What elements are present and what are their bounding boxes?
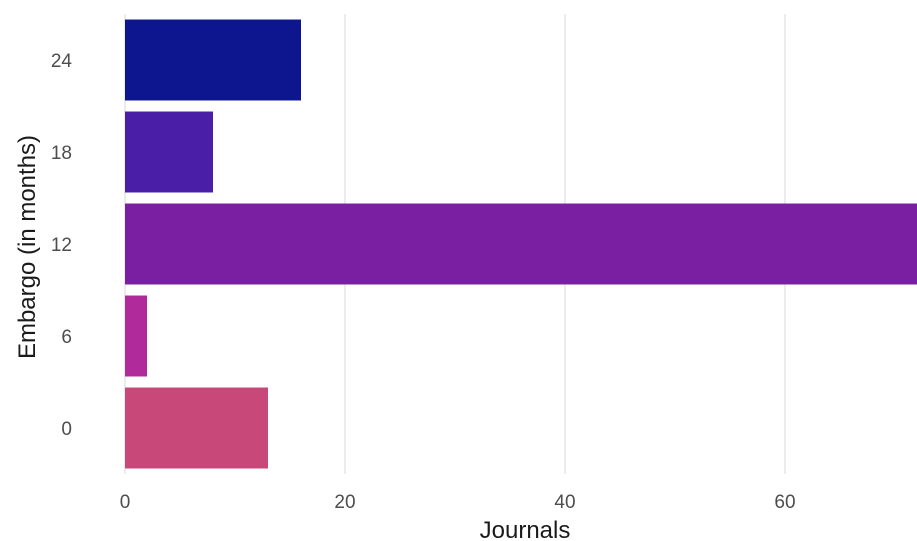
y-tick-label: 24 xyxy=(51,51,73,72)
bar-24 xyxy=(125,19,301,101)
y-tick-labels: 0 6 12 18 24 xyxy=(51,51,73,440)
bar-0 xyxy=(125,387,268,469)
x-tick-label: 40 xyxy=(554,492,575,513)
bar-6 xyxy=(125,295,147,377)
x-tick-label: 20 xyxy=(334,492,355,513)
y-axis-title: Embargo (in months) xyxy=(14,135,41,359)
x-tick-label: 0 xyxy=(120,492,131,513)
x-tick-labels: 0 20 40 60 xyxy=(120,492,796,513)
bar-18 xyxy=(125,111,213,193)
y-tick-label: 18 xyxy=(51,143,72,164)
y-tick-label: 12 xyxy=(51,235,72,256)
y-tick-label: 6 xyxy=(61,327,72,348)
x-tick-label: 60 xyxy=(774,492,795,513)
bars xyxy=(125,19,917,469)
x-axis-title: Journals xyxy=(480,517,571,541)
bar-12 xyxy=(125,203,917,285)
y-tick-label: 0 xyxy=(61,419,72,440)
